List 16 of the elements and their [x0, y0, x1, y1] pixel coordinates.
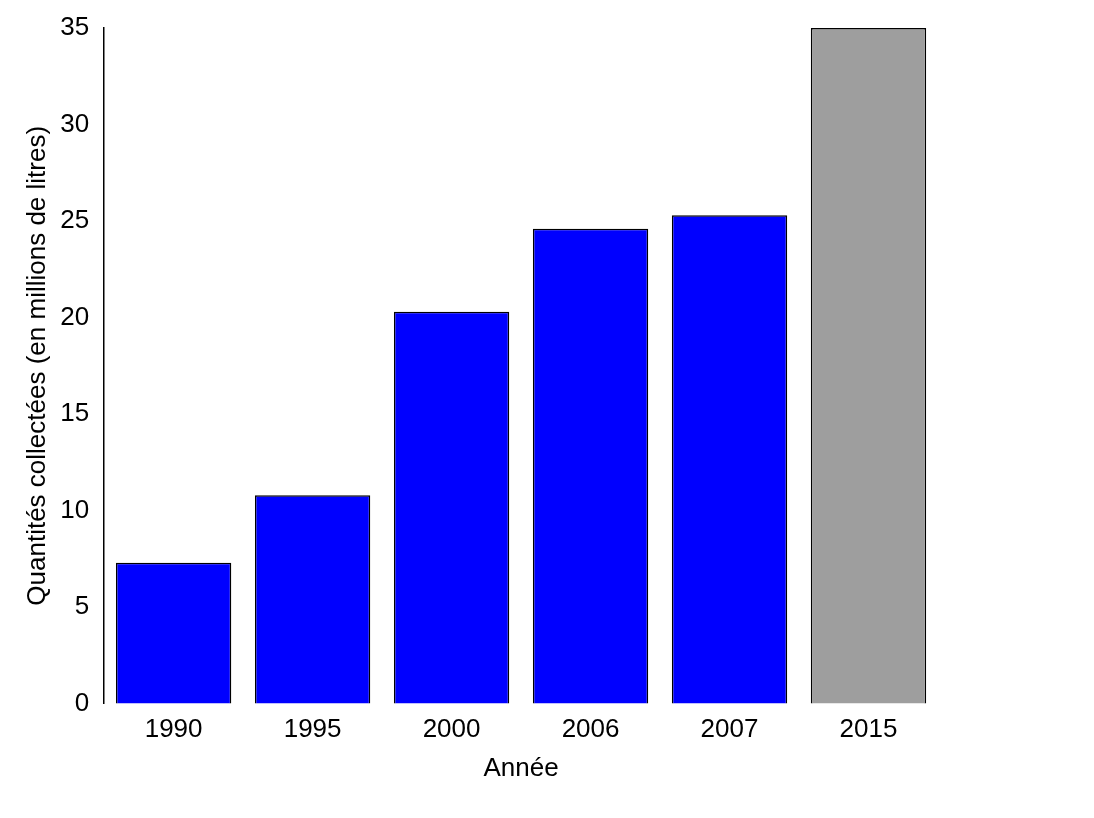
x-tick-label: 1990: [144, 713, 203, 744]
x-tick-label: 2015: [839, 713, 898, 744]
y-tick-label: 35: [60, 11, 90, 42]
x-tick-label: 2006: [561, 713, 620, 744]
y-tick-label: 5: [74, 590, 90, 621]
y-tick-label: 25: [60, 204, 90, 235]
y-tick-label: 0: [74, 686, 90, 717]
y-axis-title: Quantités collectées (en millions de litres): [20, 125, 51, 606]
x-tick-label: 1995: [283, 713, 342, 744]
x-tick-label: 2007: [700, 713, 759, 744]
y-tick-label: 15: [60, 397, 90, 428]
x-axis-title: Année: [483, 751, 559, 782]
x-tick-label: 2000: [422, 713, 481, 744]
y-tick-label: 20: [60, 300, 90, 331]
y-tick-label: 30: [60, 107, 90, 138]
y-tick-label: 10: [60, 493, 90, 524]
